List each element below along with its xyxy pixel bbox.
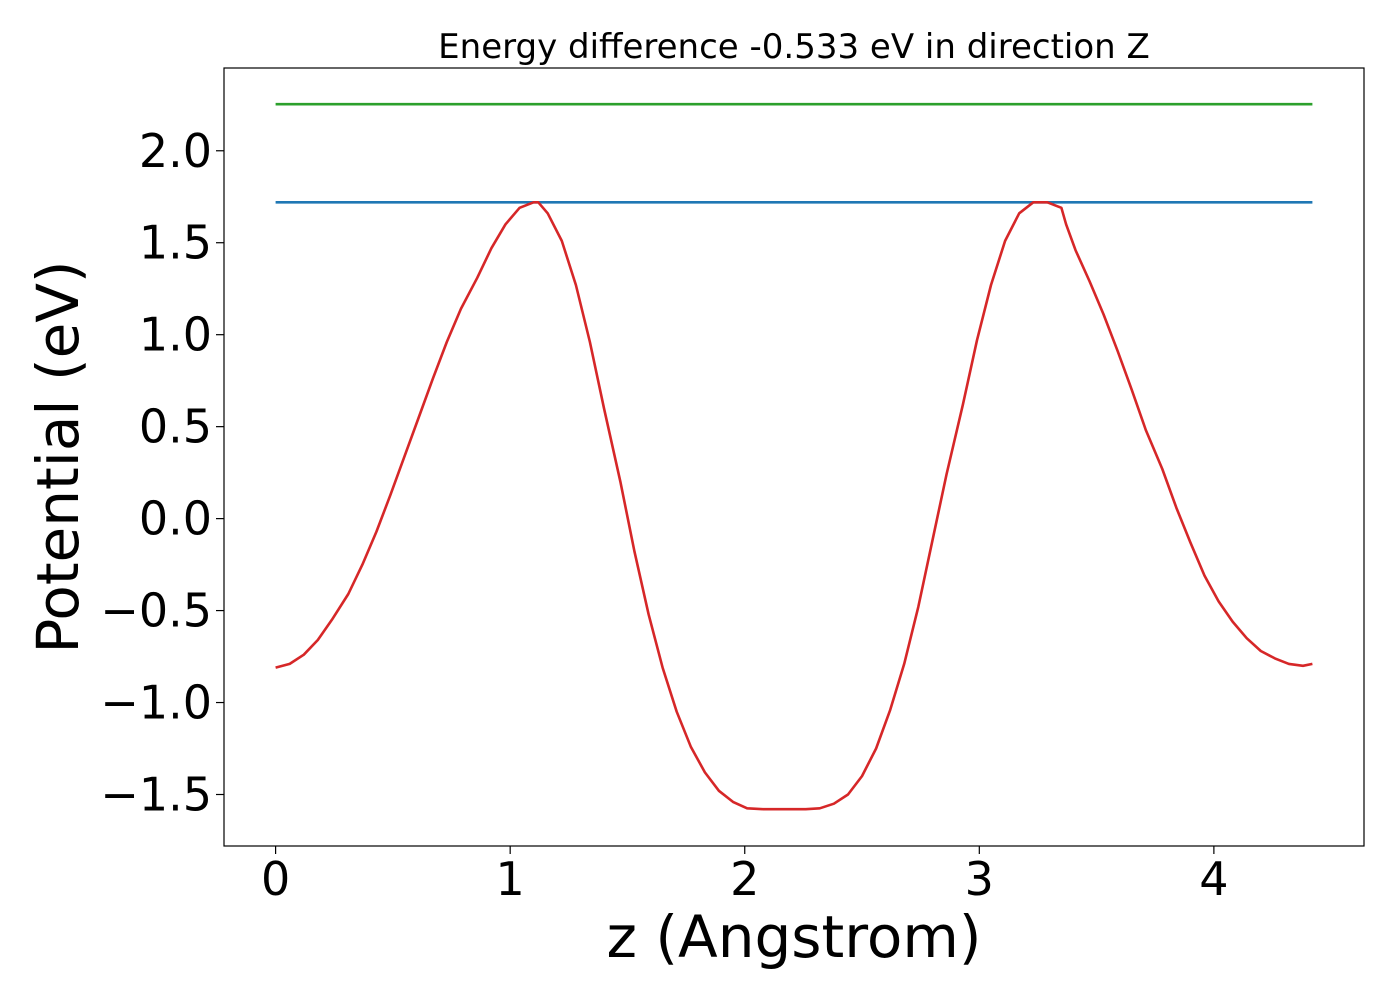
y-tick-label: 1.0: [139, 308, 212, 362]
series-line-3: [275, 201, 1313, 811]
plot-background: [224, 68, 1364, 846]
y-tick-label: 2.0: [139, 124, 212, 178]
y-tick-label: 0.0: [139, 492, 212, 546]
y-tick-label: −0.5: [100, 584, 212, 638]
series-layer: [275, 102, 1313, 811]
plot-frame: [223, 67, 1365, 847]
y-axis-label: Potential (eV): [24, 260, 92, 653]
x-tick-label: 4: [1199, 852, 1228, 906]
x-tick-label: 2: [730, 852, 759, 906]
x-tick-label: 0: [261, 852, 290, 906]
y-tick-label: 1.5: [139, 216, 212, 270]
x-tick-label: 3: [965, 852, 994, 906]
y-tick-label: 0.5: [139, 400, 212, 454]
chart-title: Energy difference -0.533 eV in direction…: [438, 27, 1150, 67]
y-tick-label: −1.0: [100, 676, 212, 730]
y-tick-label: −1.5: [100, 768, 212, 822]
x-axis-label: z (Angstrom): [607, 903, 982, 971]
x-axis-ticks: 0 1 2 3 4: [261, 846, 1229, 906]
x-tick-label: 1: [496, 852, 525, 906]
y-axis-ticks: −1.5 −1.0 −0.5 0.0 0.5 1.0 1.5 2.0: [100, 124, 224, 822]
